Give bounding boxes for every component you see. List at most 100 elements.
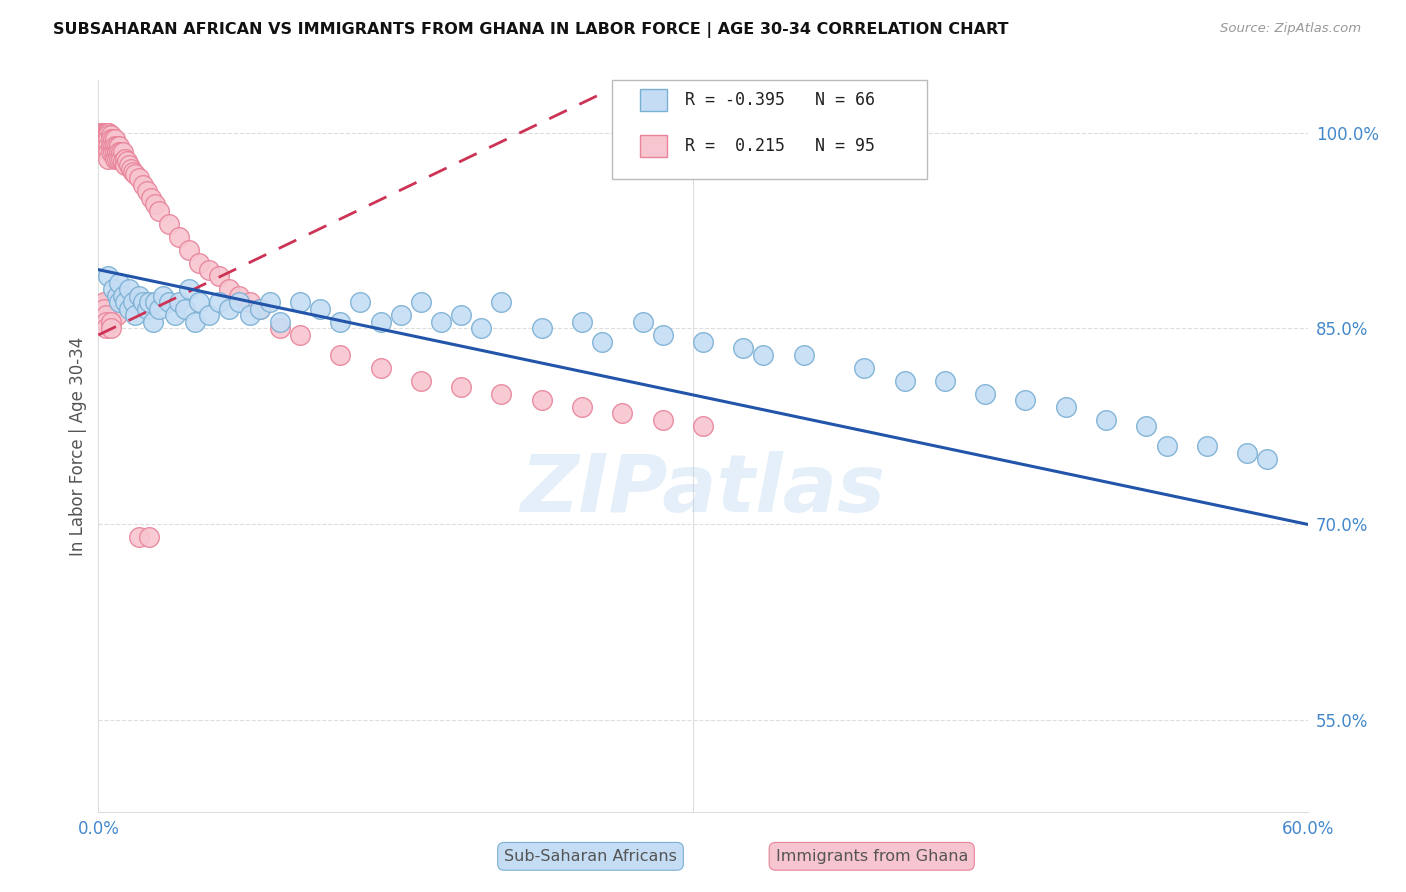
Point: [239, 295, 262, 310]
Text: R =  0.215   N = 95: R = 0.215 N = 95: [685, 136, 875, 155]
Point: [121, 295, 143, 310]
Point: [259, 295, 281, 310]
Point: [853, 360, 876, 375]
Point: [96, 126, 118, 140]
Point: [132, 178, 155, 192]
Point: [107, 295, 129, 310]
FancyBboxPatch shape: [640, 135, 666, 157]
Point: [96, 126, 118, 140]
Point: [100, 128, 122, 143]
Point: [93, 132, 115, 146]
Point: [91, 126, 114, 140]
Point: [1256, 452, 1278, 467]
Point: [91, 126, 114, 140]
Point: [93, 126, 115, 140]
Point: [198, 262, 221, 277]
Point: [100, 132, 122, 146]
Point: [96, 321, 118, 335]
Point: [450, 309, 472, 323]
Point: [143, 295, 166, 310]
Point: [148, 301, 170, 316]
Point: [93, 295, 115, 310]
FancyBboxPatch shape: [640, 89, 666, 112]
Point: [96, 128, 118, 143]
Point: [93, 128, 115, 143]
Point: [198, 309, 221, 323]
Point: [103, 138, 125, 153]
Point: [110, 152, 132, 166]
Point: [96, 309, 118, 323]
Point: [138, 530, 160, 544]
Point: [97, 126, 120, 140]
Point: [118, 158, 141, 172]
Point: [1135, 419, 1157, 434]
Point: [228, 295, 250, 310]
Point: [118, 282, 141, 296]
Point: [96, 138, 118, 153]
Point: [1054, 400, 1077, 414]
Point: [148, 203, 170, 218]
Point: [288, 295, 311, 310]
Point: [93, 126, 115, 140]
Point: [107, 276, 129, 290]
Point: [269, 321, 291, 335]
Point: [530, 321, 553, 335]
Point: [118, 301, 141, 316]
Text: ZIPatlas: ZIPatlas: [520, 450, 886, 529]
Text: R = -0.395   N = 66: R = -0.395 N = 66: [685, 91, 875, 109]
Point: [430, 315, 453, 329]
Point: [96, 132, 118, 146]
Point: [163, 309, 186, 323]
Point: [1095, 413, 1118, 427]
Point: [105, 138, 128, 153]
Point: [651, 413, 673, 427]
Point: [101, 301, 124, 316]
Point: [389, 309, 412, 323]
Point: [692, 334, 714, 349]
Point: [115, 154, 138, 169]
Point: [530, 393, 553, 408]
Point: [111, 145, 134, 160]
Point: [100, 138, 122, 153]
Point: [470, 321, 492, 335]
Point: [91, 126, 114, 140]
Point: [612, 406, 634, 420]
FancyBboxPatch shape: [613, 80, 927, 179]
Point: [571, 400, 593, 414]
Point: [409, 374, 432, 388]
Point: [107, 145, 129, 160]
Point: [329, 315, 352, 329]
Point: [239, 309, 262, 323]
Point: [591, 334, 613, 349]
Point: [101, 145, 124, 160]
Point: [124, 167, 146, 181]
Point: [103, 132, 125, 146]
Point: [370, 360, 392, 375]
Point: [491, 386, 513, 401]
Point: [139, 191, 162, 205]
Point: [105, 145, 128, 160]
Point: [571, 315, 593, 329]
Point: [135, 301, 157, 316]
Point: [249, 301, 271, 316]
Point: [97, 152, 120, 166]
Point: [128, 171, 150, 186]
Point: [96, 315, 118, 329]
Point: [97, 132, 120, 146]
Point: [1014, 393, 1036, 408]
Point: [91, 126, 114, 140]
Point: [450, 380, 472, 394]
Point: [97, 295, 120, 310]
Point: [157, 217, 180, 231]
Point: [97, 126, 120, 140]
Point: [107, 152, 129, 166]
Point: [111, 154, 134, 169]
Point: [100, 315, 122, 329]
Point: [893, 374, 915, 388]
Point: [114, 158, 136, 172]
Point: [157, 295, 180, 310]
Point: [631, 315, 654, 329]
Point: [100, 145, 122, 160]
Point: [208, 269, 231, 284]
Point: [132, 295, 155, 310]
